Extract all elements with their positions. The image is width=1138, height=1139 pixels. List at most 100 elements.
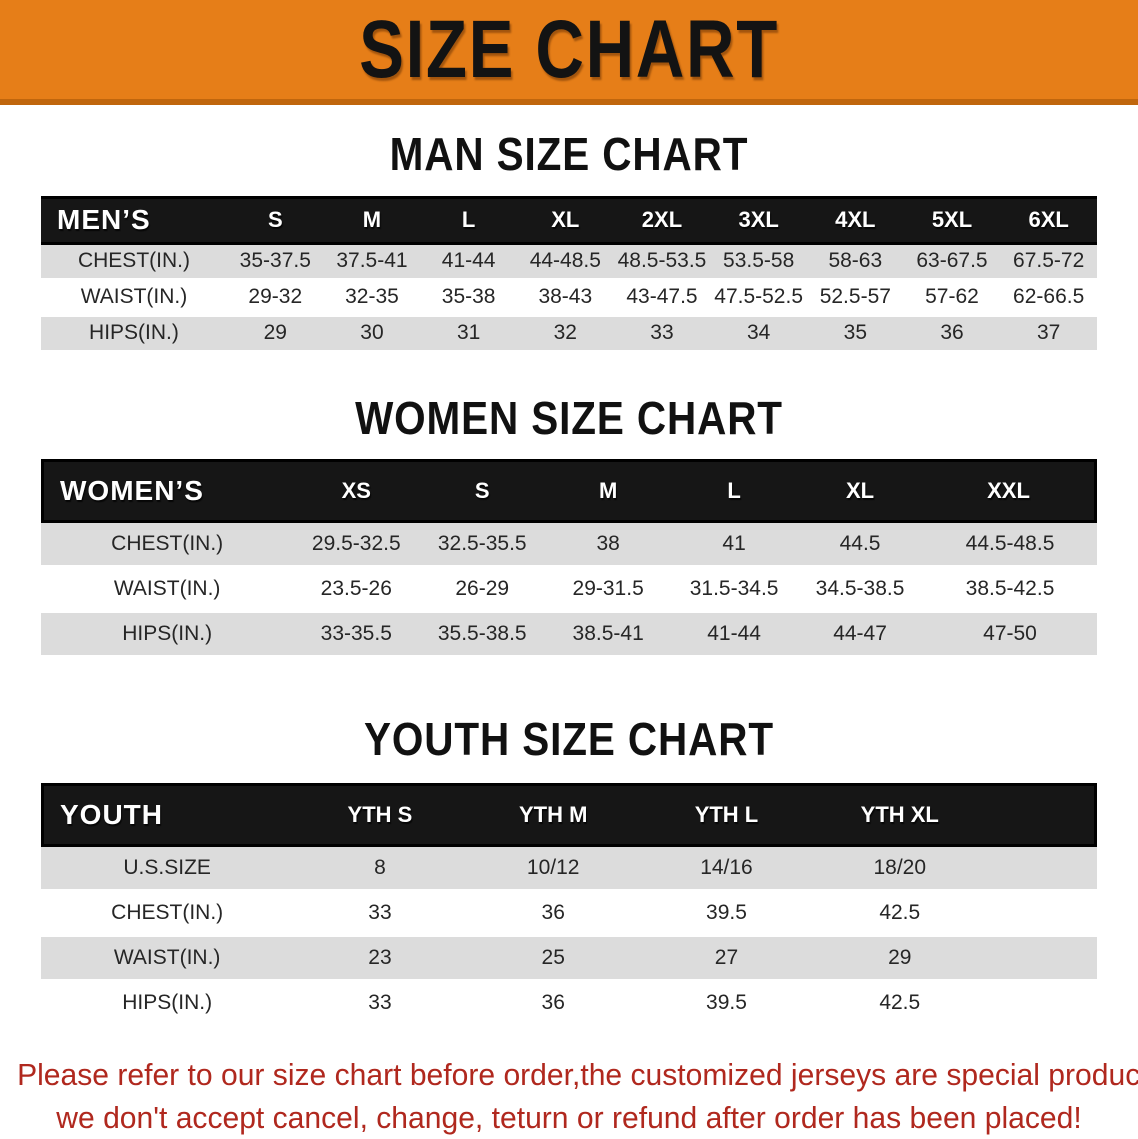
size-value: 27 (639, 936, 814, 982)
size-value: 41-44 (420, 244, 517, 281)
size-value: 33 (613, 316, 711, 353)
size-value: 29.5-32.5 (293, 523, 420, 569)
disclaimer: Please refer to our size chart before or… (0, 1053, 1138, 1139)
size-value: 25 (466, 936, 640, 982)
size-value: 47-50 (923, 613, 1097, 659)
column-header: XL (797, 459, 924, 524)
size-value: 8 (293, 846, 467, 892)
size-value: 41 (671, 523, 798, 569)
column-header: 2XL (613, 195, 711, 245)
section-women: WOMEN SIZE CHART WOMEN’S XS S M L XL XXL CHEST(… (0, 392, 1138, 659)
size-value: 39.5 (639, 892, 814, 937)
size-value: 48.5-53.5 (613, 244, 711, 281)
size-value: 35-38 (420, 281, 517, 317)
row-label: WAIST(IN.) (41, 936, 294, 982)
size-value: 43-47.5 (613, 281, 711, 317)
row-spacer (986, 846, 1097, 892)
size-value: 14/16 (639, 846, 814, 892)
size-value: 38.5-42.5 (923, 568, 1097, 614)
column-header: L (671, 459, 798, 524)
table-row: WAIST(IN.) 29-32 32-35 35-38 38-43 43-47.5 47.… (41, 281, 1097, 317)
column-header: YTH L (639, 782, 814, 847)
size-value: 29 (813, 936, 987, 982)
size-value: 18/20 (813, 846, 987, 892)
size-value: 29-31.5 (545, 568, 672, 614)
column-header: M (323, 195, 421, 245)
table-row: CHEST(IN.) 29.5-32.5 32.5-35.5 38 41 44.5 44.5… (41, 523, 1097, 569)
table-row: WAIST(IN.) 23.5-26 26-29 29-31.5 31.5-34.5 34… (41, 568, 1097, 614)
row-label: HIPS(IN.) (41, 982, 294, 1027)
column-header: 4XL (806, 195, 904, 245)
size-value: 62-66.5 (1000, 281, 1097, 317)
table-row: HIPS(IN.) 33 36 39.5 42.5 (41, 982, 1097, 1027)
size-value: 34 (710, 316, 807, 353)
size-value: 32.5-35.5 (419, 523, 546, 569)
table-header-row: WOMEN’S XS S M L XL XXL (41, 459, 1097, 524)
size-value: 57-62 (903, 281, 1001, 317)
size-value: 44.5 (797, 523, 924, 569)
column-header: XXL (923, 459, 1097, 524)
row-label: U.S.SIZE (41, 846, 294, 892)
size-value: 42.5 (813, 982, 987, 1027)
column-header: M (545, 459, 672, 524)
row-label: CHEST(IN.) (41, 523, 294, 569)
table-row: WAIST(IN.) 23 25 27 29 (41, 936, 1097, 982)
size-value: 31.5-34.5 (671, 568, 798, 614)
size-value: 52.5-57 (806, 281, 904, 317)
row-label: HIPS(IN.) (41, 613, 294, 659)
size-value: 33 (293, 982, 467, 1027)
table-row: CHEST(IN.) 35-37.5 37.5-41 41-44 44-48.5 48.5… (41, 244, 1097, 281)
section-heading-youth: YOUTH SIZE CHART (364, 713, 774, 766)
table-header-row: MEN’S S M L XL 2XL 3XL 4XL 5XL 6XL (41, 195, 1097, 245)
column-header: YTH S (293, 782, 467, 847)
page-title: SIZE CHART (359, 3, 779, 95)
size-value: 36 (903, 316, 1001, 353)
table-header-row: YOUTH YTH S YTH M YTH L YTH XL (41, 782, 1097, 847)
size-value: 53.5-58 (710, 244, 807, 281)
size-value: 36 (466, 892, 640, 937)
table-corner-label: MEN’S (41, 195, 227, 245)
size-value: 39.5 (639, 982, 814, 1027)
column-header: XS (293, 459, 420, 524)
size-value: 33 (293, 892, 467, 937)
column-header: S (419, 459, 546, 524)
table-corner-label: WOMEN’S (41, 459, 294, 524)
size-value: 41-44 (671, 613, 798, 659)
size-value: 37 (1000, 316, 1097, 353)
size-value: 63-67.5 (903, 244, 1001, 281)
row-label: CHEST(IN.) (41, 892, 294, 937)
size-value: 10/12 (466, 846, 640, 892)
disclaimer-line-1: Please refer to our size chart before or… (17, 1056, 1138, 1092)
section-youth: YOUTH SIZE CHART YOUTH YTH S YTH M YTH L YTH… (0, 714, 1138, 1027)
row-label: WAIST(IN.) (41, 568, 294, 614)
size-value: 23 (293, 936, 467, 982)
column-header: S (226, 195, 324, 245)
header-spacer (986, 782, 1097, 847)
size-value: 32-35 (323, 281, 421, 317)
size-value: 44.5-48.5 (923, 523, 1097, 569)
row-label: HIPS(IN.) (41, 316, 227, 353)
row-spacer (986, 892, 1097, 937)
table-row: CHEST(IN.) 33 36 39.5 42.5 (41, 892, 1097, 937)
youth-size-table: YOUTH YTH S YTH M YTH L YTH XL U.S.SIZE 8 10/12… (41, 782, 1097, 1027)
column-header: 3XL (710, 195, 807, 245)
size-value: 38.5-41 (545, 613, 672, 659)
table-row: HIPS(IN.) 33-35.5 35.5-38.5 38.5-41 41-44 44-… (41, 613, 1097, 659)
column-header: YTH XL (813, 782, 987, 847)
size-value: 33-35.5 (293, 613, 420, 659)
size-value: 44-47 (797, 613, 924, 659)
size-value: 32 (516, 316, 614, 353)
size-value: 44-48.5 (516, 244, 614, 281)
size-value: 35.5-38.5 (419, 613, 546, 659)
size-value: 67.5-72 (1000, 244, 1097, 281)
table-row: HIPS(IN.) 29 30 31 32 33 34 35 36 37 (41, 316, 1097, 353)
column-header: XL (516, 195, 614, 245)
men-size-table: MEN’S S M L XL 2XL 3XL 4XL 5XL 6XL CHEST(IN.) 35-37… (41, 195, 1097, 353)
size-value: 29 (226, 316, 324, 353)
row-label: CHEST(IN.) (41, 244, 227, 281)
size-value: 31 (420, 316, 517, 353)
size-value: 35 (806, 316, 904, 353)
women-size-table: WOMEN’S XS S M L XL XXL CHEST(IN.) 29.5-32.5 32.5… (41, 459, 1097, 659)
column-header: YTH M (466, 782, 640, 847)
banner: SIZE CHART (0, 0, 1138, 105)
